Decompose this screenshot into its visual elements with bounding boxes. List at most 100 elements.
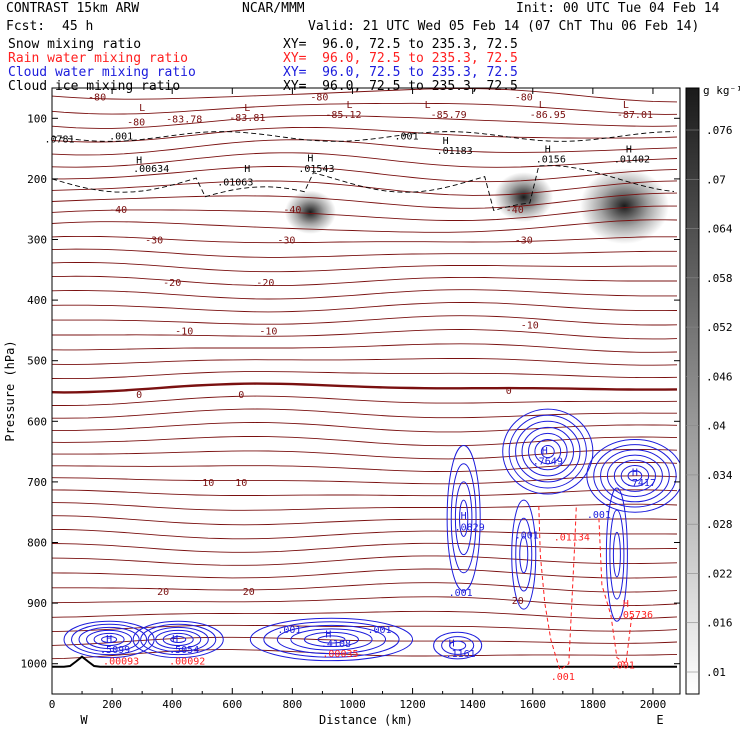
isotherm [52,515,678,526]
isotherm [52,275,677,287]
contour-value-label: .001 [587,510,611,521]
contour-value-label: .1161 [446,649,476,660]
y-tick-label: 700 [27,476,47,489]
contour-value-label: .00092 [169,657,205,668]
contour-value-label: -87.01 [617,110,653,121]
contour-value-label: .5099 [100,645,130,656]
contour-value-label: .7417 [626,478,656,489]
cloud-water-contour [446,445,481,592]
x-tick-label: 1400 [459,698,486,711]
isotherm [52,582,678,593]
isotherm [52,102,678,115]
cloud-water-contour [450,463,477,574]
x-tick-label: 0 [49,698,56,711]
colorbar-tick-label: .058 [706,272,733,285]
x-tick-label: 600 [222,698,242,711]
isotherm [52,502,678,511]
cloud-ice-contour [52,165,675,211]
cloud-water-contour [508,414,587,489]
contour-value-label: -83.81 [229,113,265,124]
field-snow-name: Snow mixing ratio [8,37,142,52]
cloud-water-contour [606,454,663,498]
field-snow-xy: XY= 96.0, 72.5 to 235.3, 72.5 [283,37,518,52]
isotherm [52,542,678,553]
isotherm-label: -30 [277,236,295,247]
colorbar-tick-label: .028 [706,518,733,531]
cloud-water-contour [613,459,657,492]
cloud-water-contour [454,481,473,556]
isotherm [52,302,678,313]
colorbar [685,87,700,695]
contour-value-label: L [139,103,145,114]
contour-value-label: H [106,634,112,645]
cloud-water-contour [593,444,677,508]
isotherm [52,610,678,620]
contour-value-label: H [623,599,629,610]
init-time: Init: 00 UTC Tue 04 Feb 14 [516,1,720,16]
contour-value-label: L [539,100,545,111]
cloud-water-contour [515,517,533,592]
colorbar-tick-label: .022 [706,567,733,580]
y-tick-label: 800 [27,537,47,550]
contour-value-label: H [542,446,548,457]
colorbar-tick-label: .034 [706,469,733,482]
contour-value-label: L [346,100,352,111]
cloud-water-contour [519,535,529,574]
contour-value-label: -83.78 [166,114,202,125]
cloud-water-contour [459,499,469,537]
field-cloudwater-xy: XY= 96.0, 72.5 to 235.3, 72.5 [283,65,518,80]
isotherm-label: 20 [243,587,255,598]
contour-value-label: .001 [449,588,473,599]
contour-value-label: .5054 [169,645,199,656]
isotherm-label: -20 [256,278,274,289]
isotherm-label: -10 [259,326,277,337]
field-cloudice-xy: XY= 96.0, 72.5 to 235.3, 72.5 [283,79,518,94]
plot-frame [51,87,681,695]
isotherm [52,555,678,566]
isotherm [52,489,678,497]
contour-value-label: .0829 [455,523,485,534]
isotherm [52,192,678,209]
cloud-water-contour [276,624,387,655]
isotherm-label: -80 [88,92,106,103]
cloud-water-contour [605,487,628,622]
colorbar-tick-label: .016 [706,617,733,630]
cloud-water-contour [586,438,680,513]
contour-value-label: .001 [515,531,539,542]
isotherm-label: -30 [145,236,163,247]
colorbar-tick-label: .04 [706,420,726,433]
cloud-water-contour [162,632,194,647]
snow-shading-maximum [579,168,670,245]
colorbar-tick-label: .01 [706,666,726,679]
isotherm-label: -80 [515,92,533,103]
contour-value-label: .4108 [321,639,351,650]
y-tick-label: 1000 [21,658,48,671]
cloud-water-contour [78,626,140,653]
isotherm [52,248,677,258]
cloud-water-contour [155,629,202,650]
cloud-water-contour [620,464,650,487]
cloud-water-contour [86,629,133,650]
isotherm [52,115,678,129]
contour-value-label: .01134 [554,532,590,543]
field-rain-name: Rain water mixing ratio [8,51,189,66]
isotherm-label: -10 [175,326,193,337]
valid-time: Valid: 21 UTC Wed 05 Feb 14 (07 ChT Thu … [308,19,700,34]
y-tick-label: 400 [27,294,47,307]
contour-value-label: L [623,100,629,111]
contour-value-label: .0781 [44,134,74,145]
cloud-water-contour [140,623,217,656]
x-tick-label: 1800 [580,698,607,711]
y-tick-label: 500 [27,355,47,368]
snow-shading-maximum [284,190,337,234]
contour-value-label: .01183 [437,146,473,157]
field-cloudwater-name: Cloud water mixing ratio [8,65,196,80]
isotherm [52,528,678,540]
contour-value-label: .7649 [533,457,563,468]
isotherm-label: -80 [127,117,145,128]
isotherm-label: -40 [283,205,301,216]
contour-value-label: .001 [551,672,575,683]
isotherm [52,358,678,366]
cloud-water-contour [93,632,125,647]
isotherm [52,449,678,460]
